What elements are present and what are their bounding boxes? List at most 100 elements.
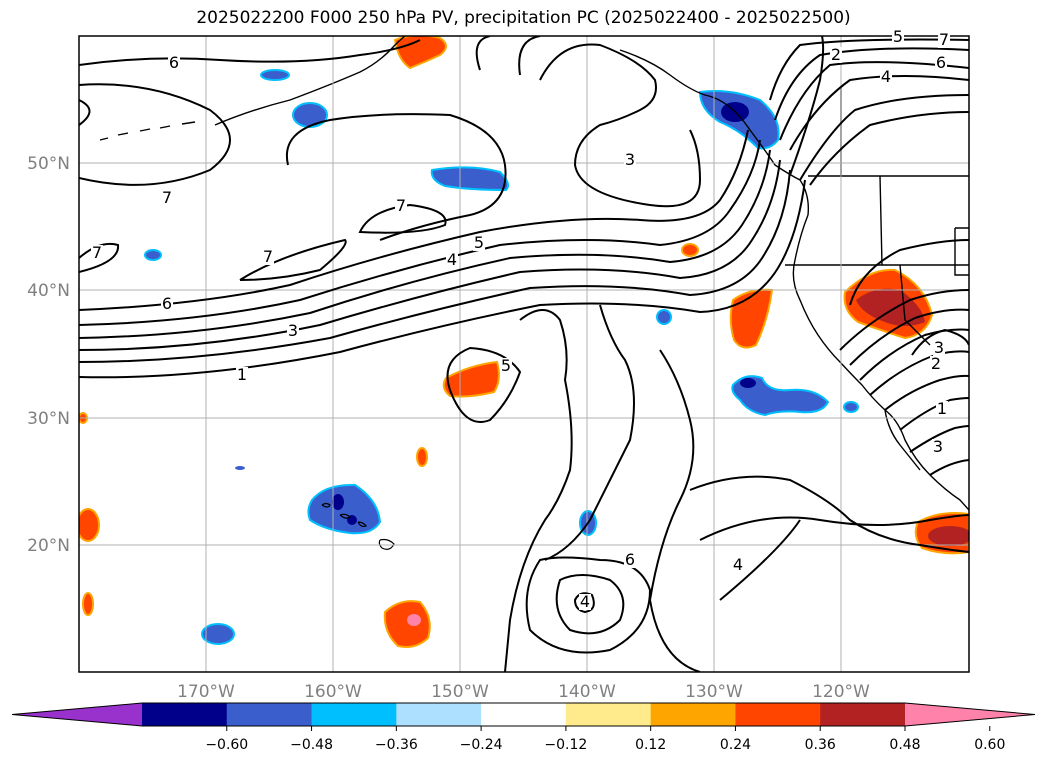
lon-label: 170°W (177, 682, 235, 702)
contour-line (789, 75, 969, 151)
contour-line (779, 61, 969, 141)
contour-line (539, 43, 702, 208)
contour-label: 3 (625, 150, 635, 169)
island (321, 502, 331, 508)
contour-label-bg (287, 323, 299, 339)
lon-label: 150°W (431, 682, 489, 702)
contour-label-bg (938, 32, 950, 48)
precip-patch (235, 466, 245, 470)
colorbar-tick-label: 0.36 (805, 737, 836, 753)
precip-patch (82, 592, 94, 616)
contour-line (884, 374, 969, 411)
contour-label-bg (935, 55, 947, 71)
contour-label-bg (91, 245, 103, 261)
contour-label: 2 (831, 45, 841, 64)
precip-patch (856, 288, 925, 326)
contour-line (769, 38, 969, 101)
lat-label: 30°N (27, 409, 70, 429)
contour-label-bg (892, 29, 904, 45)
colorbar-segment (142, 703, 228, 726)
contour-line (79, 139, 761, 326)
contour-label: 5 (893, 27, 903, 46)
contour-label: 6 (936, 53, 946, 72)
precip-patch (416, 447, 428, 467)
contour-label-bg (930, 356, 942, 372)
precip-patch (843, 401, 859, 413)
alaska-coastline (214, 36, 406, 126)
contour-label: 1 (237, 365, 247, 384)
contour-line (809, 111, 969, 186)
contour-line (79, 149, 771, 339)
contour-label: 6 (169, 53, 179, 72)
colorbar-segment (481, 703, 567, 726)
colorbar-tick-label: −0.60 (205, 737, 248, 753)
colorbar-tick-label: −0.36 (375, 737, 418, 753)
precip-patch (307, 483, 382, 535)
precip-patch (442, 360, 500, 398)
contour-label-bg (936, 401, 948, 417)
contour-line (79, 169, 791, 363)
precip-patch (383, 600, 431, 648)
aleutian-islands (99, 121, 196, 141)
contour-label-bg (161, 190, 173, 206)
contour-line (79, 242, 120, 273)
colorbar-ticks: −0.60 −0.48 −0.36 −0.24 −0.12 0.12 0.24 0.36 0.4… (205, 726, 1005, 753)
colorbar-tick-label: −0.12 (544, 737, 587, 753)
lon-label: 130°W (685, 682, 743, 702)
contour-label: 4 (580, 592, 590, 611)
colorbar-tick-label: −0.48 (290, 737, 333, 753)
contour-line (774, 47, 969, 121)
contour-label-bg (830, 47, 842, 63)
us-west-coast (792, 214, 969, 511)
coastlines (99, 36, 969, 511)
lat-labels: 50°N 40°N 30°N 20°N (27, 154, 70, 556)
lon-labels: 170°W 160°W 150°W 140°W 130°W 120°W (177, 682, 870, 702)
contour-label: 5 (474, 233, 484, 252)
contour-line (79, 159, 781, 351)
contour-label: 3 (288, 321, 298, 340)
lon-label: 120°W (812, 682, 870, 702)
lat-label: 50°N (27, 154, 70, 174)
colorbar (11, 702, 1036, 727)
contour-line (79, 129, 749, 311)
contour-label: 7 (92, 243, 102, 262)
contour-label-bg (579, 594, 591, 610)
contour-label-bg (446, 252, 458, 268)
hawaiian-islands (321, 502, 395, 550)
contour-label: 7 (396, 196, 406, 215)
precip-patch (292, 102, 328, 128)
contour-label: 3 (933, 437, 943, 456)
lat-label: 20°N (27, 536, 70, 556)
precip-patch (407, 614, 421, 626)
colorbar-segment (820, 703, 906, 726)
precip-patch (79, 508, 100, 542)
contour-line (544, 304, 635, 561)
colorbar-tick-label: −0.24 (460, 737, 503, 753)
contour-label: 3 (934, 338, 944, 357)
precip-patch (430, 166, 509, 192)
contour-label: 7 (939, 30, 949, 49)
contour-label-bg (161, 296, 173, 312)
contour-line (525, 556, 652, 654)
colorbar-tick-label: 0.24 (720, 737, 751, 753)
contour-line (446, 346, 522, 423)
colorbar-segment (650, 703, 736, 726)
colorbar-segment (735, 703, 821, 726)
island (378, 538, 395, 550)
contour-line (518, 36, 541, 76)
contour-line (909, 425, 969, 453)
contour-label: 2 (931, 354, 941, 373)
contour-line (573, 592, 595, 614)
contour-label-bg (168, 55, 180, 71)
contour-line (929, 459, 969, 476)
colorbar-tick-label: 0.48 (889, 737, 920, 753)
contour-line (799, 94, 969, 181)
contour-label-bg (732, 557, 744, 573)
contour-line (79, 99, 91, 126)
precip-patch (347, 515, 357, 525)
contour-line (285, 113, 507, 241)
contour-label-bg (395, 198, 407, 214)
contour-line (358, 203, 447, 234)
precip-patch (740, 378, 756, 388)
